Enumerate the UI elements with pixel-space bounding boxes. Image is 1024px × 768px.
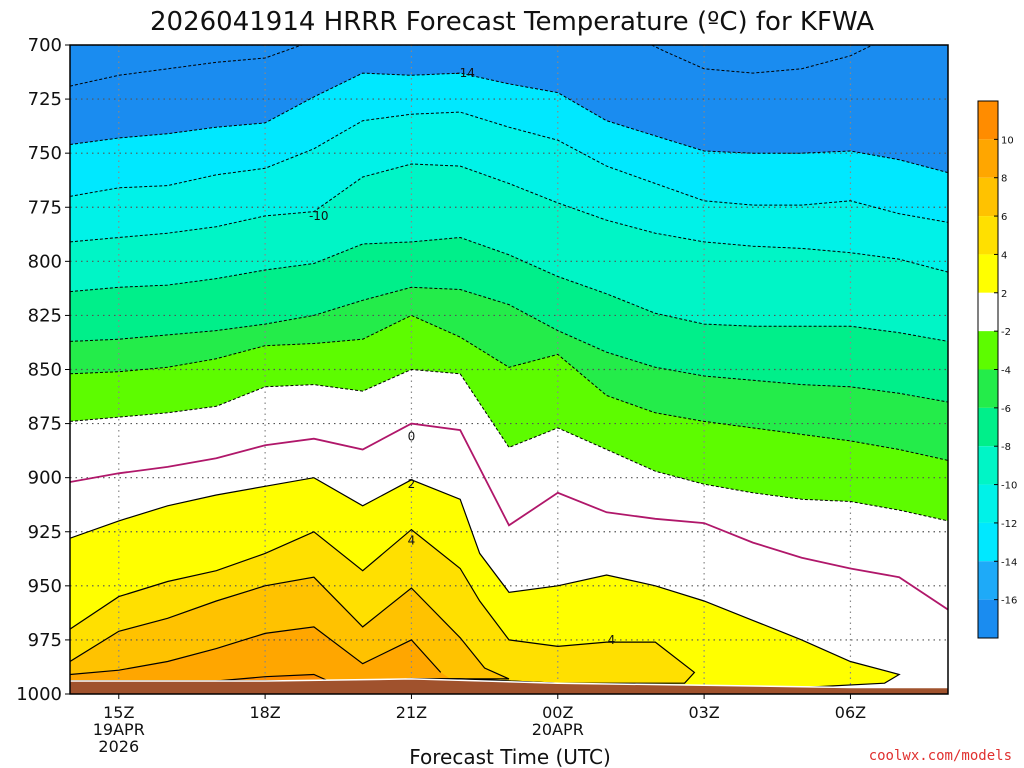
y-tick-label: 775 (28, 197, 62, 218)
colorbar-label: 4 (1001, 250, 1007, 261)
colorbar-label: 2 (1001, 289, 1007, 300)
temperature-bands (70, 45, 948, 694)
colorbar-label: -16 (1001, 596, 1017, 607)
x-tick-label: 18Z (249, 703, 280, 722)
contour-labels: -14 -10 0 2 4 4 (309, 66, 615, 647)
colorbar-bin (978, 254, 998, 293)
contour-label: 0 (408, 430, 416, 444)
colorbar-label: 10 (1001, 135, 1014, 146)
y-tick-label: 725 (28, 89, 62, 110)
colorbar-bin (978, 407, 998, 447)
x-tick-label: 19APR (93, 720, 145, 739)
isotherm-line-0 (70, 422, 948, 611)
colorbar: -16 -14 -12 -10 -8 -6 -4 -2 2 4 6 8 10 (977, 100, 1017, 639)
isotherm-line--12 (70, 111, 948, 223)
isotherm-line--8 (70, 236, 948, 342)
isotherm-line--14 (70, 72, 948, 174)
colorbar-bin (978, 177, 998, 217)
x-tick-label: 2026 (98, 737, 139, 756)
x-tick-label: 21Z (396, 703, 427, 722)
isotherm-line--2 (70, 368, 948, 522)
colorbar-bin (978, 446, 998, 485)
colorbar-label: 8 (1001, 174, 1007, 185)
x-tick-label: 00Z (542, 703, 573, 722)
colorbar-bin (978, 216, 998, 255)
y-tick-label: 875 (28, 414, 62, 435)
y-tick-label: 750 (28, 143, 62, 164)
colorbar-bin (978, 139, 998, 178)
colorbar-bin (978, 292, 998, 332)
colorbar-bin (978, 561, 998, 600)
colorbar-label: -14 (1001, 557, 1017, 568)
colorbar-bin (978, 522, 998, 562)
contour-label: 2 (408, 477, 416, 491)
chart-title: 2026041914 HRRR Forecast Temperature (ºC… (150, 7, 874, 37)
isotherm-line--16 (70, 45, 304, 87)
colorbar-bin (978, 331, 998, 370)
x-tick-label: 20APR (532, 720, 584, 739)
contour-label: 4 (608, 633, 616, 647)
isotherm-line--16 (650, 45, 874, 74)
plot-area: -14 -10 0 2 4 4 700 725 750 775 800 825 850 875 900 925… (16, 35, 949, 756)
credit-text: coolwx.com/models (869, 748, 1012, 764)
y-tick-label: 825 (28, 305, 62, 326)
plot-inner: -14 -10 0 2 4 4 (70, 45, 948, 694)
contour-label: -14 (455, 66, 475, 80)
y-tick-label: 950 (28, 576, 62, 597)
colorbar-label: -4 (1001, 366, 1011, 377)
x-axis-title: Forecast Time (UTC) (409, 745, 611, 768)
x-tick-label: 03Z (688, 703, 719, 722)
temperature-band-10 (216, 674, 329, 681)
ground-terrain (70, 678, 948, 694)
y-axis: 700 725 750 775 800 825 850 875 900 925 950 975 1000 (16, 35, 70, 705)
y-tick-label: 800 (28, 251, 62, 272)
colorbar-bin (978, 484, 998, 523)
y-tick-label: 925 (28, 522, 62, 543)
colorbar-label: -8 (1001, 442, 1011, 453)
isotherm-line--4 (70, 314, 948, 461)
colorbar-label: 6 (1001, 212, 1007, 223)
y-tick-label: 1000 (16, 684, 62, 705)
cold-pocket-fill (651, 45, 873, 74)
y-tick-label: 700 (28, 35, 62, 56)
colorbar-bin (978, 599, 998, 638)
y-tick-label: 850 (28, 360, 62, 381)
isotherm-line--6 (70, 286, 948, 403)
colorbar-label: -12 (1001, 519, 1017, 530)
colorbar-bin (978, 369, 998, 408)
y-tick-label: 900 (28, 468, 62, 489)
colorbar-bin (978, 101, 998, 140)
colorbar-label: -2 (1001, 327, 1011, 338)
y-tick-label: 975 (28, 630, 62, 651)
colorbar-label: -10 (1001, 481, 1017, 492)
contour-label: -10 (309, 209, 329, 223)
contour-label: 4 (408, 533, 416, 547)
colorbar-label: -6 (1001, 404, 1011, 415)
grid-lines (70, 45, 948, 694)
cold-pocket-fill (70, 45, 302, 87)
x-tick-label: 06Z (835, 703, 866, 722)
isotherm-line--10 (70, 163, 948, 273)
isotherm-line-8 (70, 626, 442, 676)
temperature-band-8 (70, 626, 451, 681)
x-tick-label: 15Z (103, 703, 134, 722)
